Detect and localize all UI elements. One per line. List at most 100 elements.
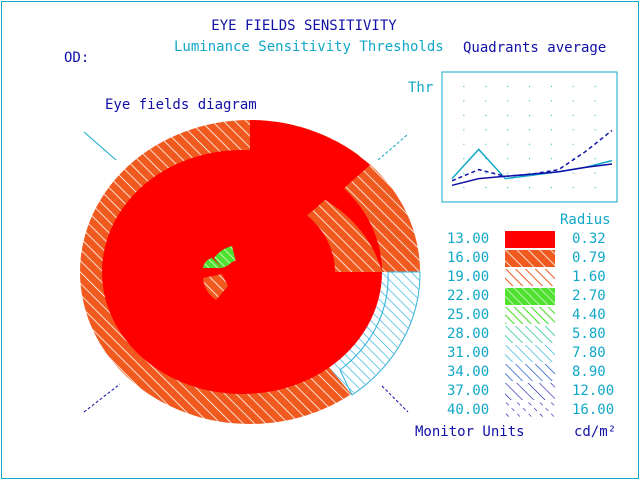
legend-radius: 7.80: [572, 345, 606, 361]
grid-dot: [529, 100, 530, 102]
grid-dot: [507, 172, 509, 174]
legend-radius: 5.80: [572, 326, 606, 342]
grid-dot: [485, 187, 487, 189]
legend-threshold: 34.00: [447, 364, 490, 380]
grid-dot: [463, 143, 465, 145]
tick-lower-left: [83, 383, 121, 413]
grid-dot: [550, 100, 552, 102]
legend-swatch: [505, 250, 555, 267]
legend-swatch: [505, 326, 555, 343]
quadrants-title: Quadrants average: [463, 40, 607, 56]
grid-dot: [485, 100, 487, 102]
grid-dot: [572, 143, 574, 145]
chart-y-label: Thr: [408, 80, 434, 96]
legend-radius: 0.79: [572, 250, 606, 266]
grid-dot: [485, 158, 487, 160]
units-label: Monitor Units: [415, 424, 525, 440]
grid-dot: [550, 129, 552, 131]
grid-dot: [485, 85, 487, 87]
chart-frame: [441, 71, 618, 203]
grid-dot: [529, 114, 530, 116]
chart-series-line: [451, 163, 613, 187]
eye-label: OD:: [64, 50, 90, 66]
grid-dot: [507, 114, 509, 116]
page-subtitle: Luminance Sensitivity Thresholds: [174, 39, 444, 55]
legend-threshold: 19.00: [447, 269, 490, 285]
legend-threshold: 40.00: [447, 402, 490, 418]
units-right: cd/m²: [574, 424, 617, 440]
diagram-title: Eye fields diagram: [105, 97, 257, 113]
grid-dot: [507, 129, 509, 131]
grid-dot: [463, 172, 465, 174]
legend-threshold: 16.00: [447, 250, 490, 266]
grid-dot: [529, 85, 530, 87]
grid-dot: [529, 158, 530, 160]
grid-dot: [507, 158, 509, 160]
grid-dot: [572, 114, 574, 116]
grid-dot: [594, 100, 596, 102]
legend-threshold: 31.00: [447, 345, 490, 361]
grid-dot: [463, 158, 465, 160]
legend-swatch: [505, 383, 555, 400]
legend-swatch: [505, 231, 555, 248]
grid-dot: [529, 143, 530, 145]
grid-dot: [463, 100, 465, 102]
radius-header: Radius: [560, 212, 611, 228]
tick-upper-left: [83, 131, 117, 161]
grid-dot: [463, 85, 465, 87]
grid-dot: [594, 187, 596, 189]
grid-dot: [572, 172, 574, 174]
grid-dot: [550, 114, 552, 116]
grid-dot: [572, 85, 574, 87]
grid-dot: [507, 187, 509, 189]
grid-dot: [594, 172, 596, 174]
grid-dot: [529, 172, 530, 174]
center-sector-green: [214, 246, 236, 268]
grid-dot: [463, 129, 465, 131]
legend-radius: 12.00: [572, 383, 615, 399]
grid-dot: [529, 187, 530, 189]
grid-dot: [529, 129, 530, 131]
tick-upper-right: [377, 134, 408, 161]
legend-radius: 2.70: [572, 288, 606, 304]
legend-radius: 0.32: [572, 231, 606, 247]
grid-dot: [594, 129, 596, 131]
grid-dot: [550, 143, 552, 145]
chart-series-line: [451, 129, 613, 182]
legend-threshold: 25.00: [447, 307, 490, 323]
legend-radius: 4.40: [572, 307, 606, 323]
tick-lower-right: [381, 385, 409, 413]
grid-dot: [572, 187, 574, 189]
grid-dot: [572, 100, 574, 102]
legend-radius: 1.60: [572, 269, 606, 285]
grid-dot: [507, 143, 509, 145]
grid-dot: [463, 187, 465, 189]
grid-dot: [594, 85, 596, 87]
legend-threshold: 13.00: [447, 231, 490, 247]
grid-dot: [485, 114, 487, 116]
grid-dot: [463, 114, 465, 116]
page-title: EYE FIELDS SENSITIVITY: [211, 18, 397, 34]
legend-swatch: [505, 345, 555, 362]
grid-dot: [550, 187, 552, 189]
grid-dot: [485, 129, 487, 131]
grid-dot: [572, 158, 574, 160]
chart-series: [451, 129, 613, 187]
legend-swatch: [505, 288, 555, 305]
grid-dot: [485, 172, 487, 174]
grid-dot: [507, 85, 509, 87]
grid-dot: [550, 85, 552, 87]
grid-dot: [594, 114, 596, 116]
grid-dot: [594, 158, 596, 160]
legend-swatch: [505, 364, 555, 381]
grid-dot: [550, 158, 552, 160]
center-sector-orange: [203, 274, 228, 300]
legend-radius: 16.00: [572, 402, 615, 418]
grid-dot: [507, 100, 509, 102]
legend-swatch: [505, 307, 555, 324]
legend-threshold: 28.00: [447, 326, 490, 342]
